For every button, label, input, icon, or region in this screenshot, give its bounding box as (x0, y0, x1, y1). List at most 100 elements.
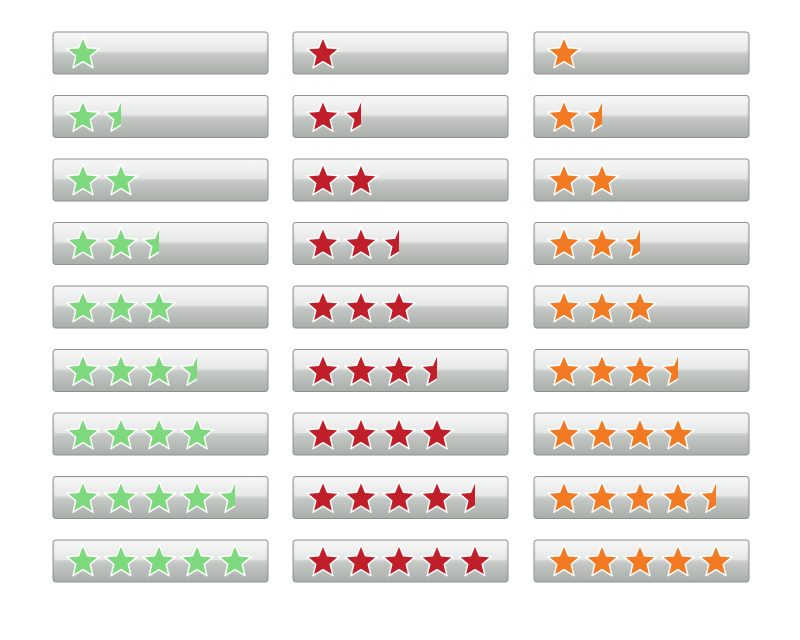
star (218, 480, 235, 513)
rating-bar (533, 285, 750, 329)
rating-bar (292, 539, 509, 583)
star (420, 480, 454, 513)
bar-frame (52, 31, 269, 75)
rating-bar (52, 285, 269, 329)
rating-bar (292, 31, 509, 75)
star (180, 544, 214, 577)
bar-frame (292, 31, 509, 75)
bar-frame (292, 222, 509, 265)
rating-bar (292, 476, 509, 519)
star (585, 163, 619, 196)
star (306, 226, 340, 259)
rating-bar (533, 539, 750, 583)
rating-bar (292, 285, 509, 329)
star (142, 417, 176, 450)
star (142, 480, 176, 513)
rating-bar (52, 95, 269, 138)
star (699, 480, 716, 513)
rating-bar (52, 31, 269, 75)
bar-shine (55, 161, 266, 179)
star (623, 480, 657, 513)
rating-bar (292, 412, 509, 456)
bar-frame (292, 158, 509, 202)
star (142, 290, 176, 323)
rating-bar (533, 158, 750, 202)
bar-shine (295, 97, 506, 116)
star (585, 353, 619, 386)
star (585, 226, 619, 259)
star (585, 290, 619, 323)
star (104, 163, 138, 196)
star (104, 290, 138, 323)
star (180, 480, 214, 513)
star (623, 226, 640, 259)
bar-frame (52, 95, 269, 138)
star (306, 544, 340, 577)
star (547, 417, 581, 450)
bar-shine (536, 34, 747, 52)
star (180, 417, 214, 450)
bar-shine (55, 224, 266, 243)
star (547, 290, 581, 323)
star (623, 353, 657, 386)
star (142, 544, 176, 577)
star (66, 163, 100, 196)
star (66, 36, 100, 69)
star (104, 226, 138, 259)
star (142, 226, 159, 259)
star (306, 163, 340, 196)
star (66, 480, 100, 513)
rating-bar (292, 158, 509, 202)
star (382, 290, 416, 323)
star (306, 36, 340, 69)
star (104, 99, 121, 132)
star (344, 226, 378, 259)
rating-bar (533, 412, 750, 456)
star (547, 353, 581, 386)
rating-bar (52, 222, 269, 265)
star (699, 544, 733, 577)
rating-bar (533, 476, 750, 519)
star (306, 480, 340, 513)
bar-frame (533, 95, 750, 138)
star (66, 226, 100, 259)
star (306, 290, 340, 323)
star (344, 99, 361, 132)
rating-bar (533, 349, 750, 392)
star (104, 353, 138, 386)
bar-frame (52, 158, 269, 202)
star (382, 226, 399, 259)
star (66, 417, 100, 450)
bar-shine (295, 34, 506, 52)
star (180, 353, 197, 386)
rating-bar (292, 349, 509, 392)
bar-frame (533, 222, 750, 265)
rating-bar (52, 349, 269, 392)
star (344, 480, 378, 513)
star (547, 99, 581, 132)
star (382, 544, 416, 577)
bar-shine (536, 97, 747, 116)
star (104, 544, 138, 577)
star (66, 544, 100, 577)
star (623, 544, 657, 577)
star (420, 417, 454, 450)
star (306, 99, 340, 132)
star (547, 226, 581, 259)
rating-bar (292, 222, 509, 265)
rating-bar (52, 412, 269, 456)
bar-frame (292, 95, 509, 138)
star (623, 417, 657, 450)
bar-shine (55, 34, 266, 52)
star (142, 353, 176, 386)
star (104, 480, 138, 513)
bar-shine (55, 97, 266, 116)
star (218, 544, 252, 577)
star (420, 353, 437, 386)
bar-shine (295, 161, 506, 179)
rating-bar (52, 539, 269, 583)
star (382, 417, 416, 450)
bar-frame (533, 158, 750, 202)
star (661, 353, 678, 386)
star (547, 544, 581, 577)
